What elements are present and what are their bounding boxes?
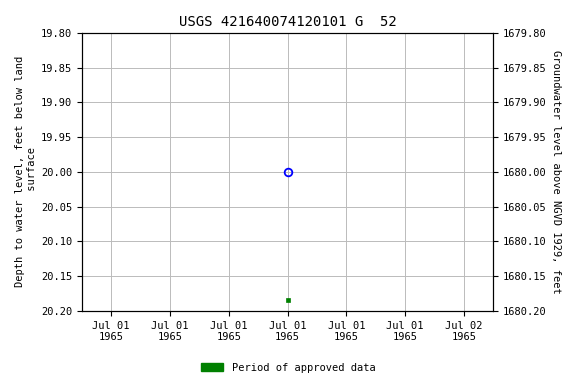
Y-axis label: Groundwater level above NGVD 1929, feet: Groundwater level above NGVD 1929, feet: [551, 50, 561, 294]
Title: USGS 421640074120101 G  52: USGS 421640074120101 G 52: [179, 15, 396, 29]
Legend: Period of approved data: Period of approved data: [196, 359, 380, 377]
Y-axis label: Depth to water level, feet below land
 surface: Depth to water level, feet below land su…: [15, 56, 37, 288]
